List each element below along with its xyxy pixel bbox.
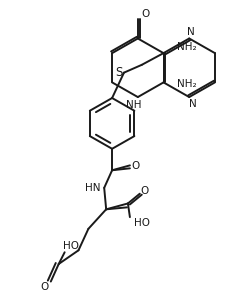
Text: N: N [189,99,197,109]
Text: HO: HO [63,241,79,251]
Text: O: O [142,9,150,19]
Text: O: O [41,283,49,293]
Text: N: N [187,27,195,37]
Text: O: O [141,186,149,196]
Text: O: O [132,161,140,171]
Text: NH: NH [126,100,142,110]
Text: HN: HN [85,183,100,193]
Text: S: S [115,66,123,79]
Text: NH₂: NH₂ [177,79,197,89]
Text: NH₂: NH₂ [177,42,197,52]
Text: HO: HO [134,218,150,228]
